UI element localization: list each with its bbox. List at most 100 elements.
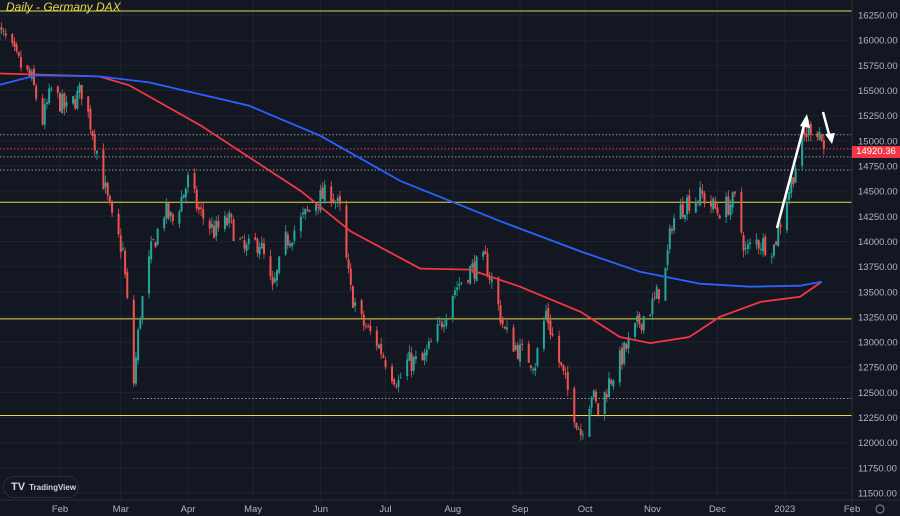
candle-body xyxy=(384,360,387,367)
time-tick-label: Feb xyxy=(844,504,860,515)
down-arrow-head xyxy=(825,133,835,144)
candle-body xyxy=(443,324,446,327)
candle-body xyxy=(482,252,485,257)
candle-body xyxy=(26,65,29,70)
candle-body xyxy=(436,323,439,342)
candle-body xyxy=(564,373,567,375)
candle-body xyxy=(749,242,752,245)
candle-body xyxy=(581,434,584,436)
candle-body xyxy=(243,240,246,249)
candle-body xyxy=(217,221,220,228)
candle-body xyxy=(197,207,200,210)
candle-body xyxy=(278,256,281,273)
price-tick-label: 11500.00 xyxy=(858,489,897,500)
candle-body xyxy=(0,27,3,30)
candle-body xyxy=(519,344,522,362)
candle-body xyxy=(534,367,537,371)
candle-body xyxy=(590,397,593,408)
candle-body xyxy=(258,246,261,255)
candle-body xyxy=(733,191,736,194)
candle-body xyxy=(338,196,341,205)
candle-body xyxy=(642,316,645,331)
candle-body xyxy=(414,356,417,360)
candle-body xyxy=(182,194,185,199)
candle-body xyxy=(699,187,702,206)
candle-body xyxy=(755,239,758,245)
candle-body xyxy=(484,250,487,255)
price-tick-label: 16250.00 xyxy=(858,11,898,22)
candle-body xyxy=(445,318,448,326)
up-arrow xyxy=(775,121,807,229)
price-tick-label: 15000.00 xyxy=(858,136,898,147)
candle-body xyxy=(458,283,461,286)
time-tick-label: Sep xyxy=(512,504,529,515)
candle-body xyxy=(727,196,730,215)
tradingview-logo-icon: TV xyxy=(11,481,26,493)
candle-body xyxy=(503,326,506,329)
candle-body xyxy=(61,93,64,114)
candle-body xyxy=(818,131,821,140)
candle-body xyxy=(740,192,743,233)
candle-body xyxy=(785,202,788,231)
candle-body xyxy=(260,242,263,249)
candle-body xyxy=(108,195,111,203)
candle-body xyxy=(74,99,77,109)
candle-body xyxy=(610,380,613,384)
candle-body xyxy=(575,422,578,429)
candle-body xyxy=(790,177,793,193)
candle-body xyxy=(794,168,797,183)
candle-body xyxy=(512,327,515,352)
candle-body xyxy=(805,133,808,138)
candle-body xyxy=(621,347,624,365)
candle-body xyxy=(63,93,66,109)
candle-body xyxy=(397,379,400,387)
candle-body xyxy=(627,337,630,349)
tradingview-logo[interactable]: TV TradingView xyxy=(3,476,79,498)
candle-body xyxy=(421,353,424,361)
candle-body xyxy=(636,316,639,322)
candle-body xyxy=(156,229,159,245)
candle-body xyxy=(336,198,339,202)
candle-body xyxy=(801,130,804,166)
price-tick-label: 15500.00 xyxy=(858,86,898,97)
candle-body xyxy=(165,202,168,219)
candle-body xyxy=(809,123,812,135)
candle-body xyxy=(792,177,795,185)
candle-body xyxy=(514,345,517,350)
candle-body xyxy=(89,108,92,130)
candle-body xyxy=(262,243,265,254)
candle-body xyxy=(655,286,658,299)
time-axis[interactable]: Feb Mar Apr May Jun Jul Aug Sep Oct Nov Dec 2023 Feb xyxy=(0,499,900,515)
candle-body xyxy=(360,300,363,314)
candle-body xyxy=(710,200,712,207)
time-tick-label: Jul xyxy=(379,504,391,515)
candle-body xyxy=(427,341,430,349)
candle-body xyxy=(291,242,294,247)
candle-body xyxy=(746,244,749,249)
candle-body xyxy=(76,90,79,109)
candle-body xyxy=(779,224,782,228)
candle-body xyxy=(271,277,274,285)
candle-body xyxy=(256,239,259,253)
candle-body xyxy=(408,351,411,361)
candle-body xyxy=(714,200,717,209)
price-tick-label: 11750.00 xyxy=(858,463,897,474)
candle-body xyxy=(527,343,530,363)
candle-body xyxy=(56,86,59,93)
candle-body xyxy=(686,197,689,215)
annotation-arrows xyxy=(775,111,835,229)
candle-body xyxy=(670,229,673,231)
candle-body xyxy=(154,242,157,248)
tradingview-logo-text: TradingView xyxy=(29,482,77,492)
candle-body xyxy=(163,217,166,228)
settings-icon[interactable] xyxy=(875,504,885,514)
candle-body xyxy=(306,209,309,211)
price-tick-label: 14250.00 xyxy=(858,212,898,223)
candle-body xyxy=(542,320,545,349)
moving-average-fast xyxy=(0,72,823,345)
candle-body xyxy=(471,263,474,268)
price-axis[interactable]: 16250.00 16000.00 15750.00 15500.00 15250.00… xyxy=(851,0,898,516)
candle-body xyxy=(545,310,548,319)
candle-body xyxy=(48,88,51,104)
